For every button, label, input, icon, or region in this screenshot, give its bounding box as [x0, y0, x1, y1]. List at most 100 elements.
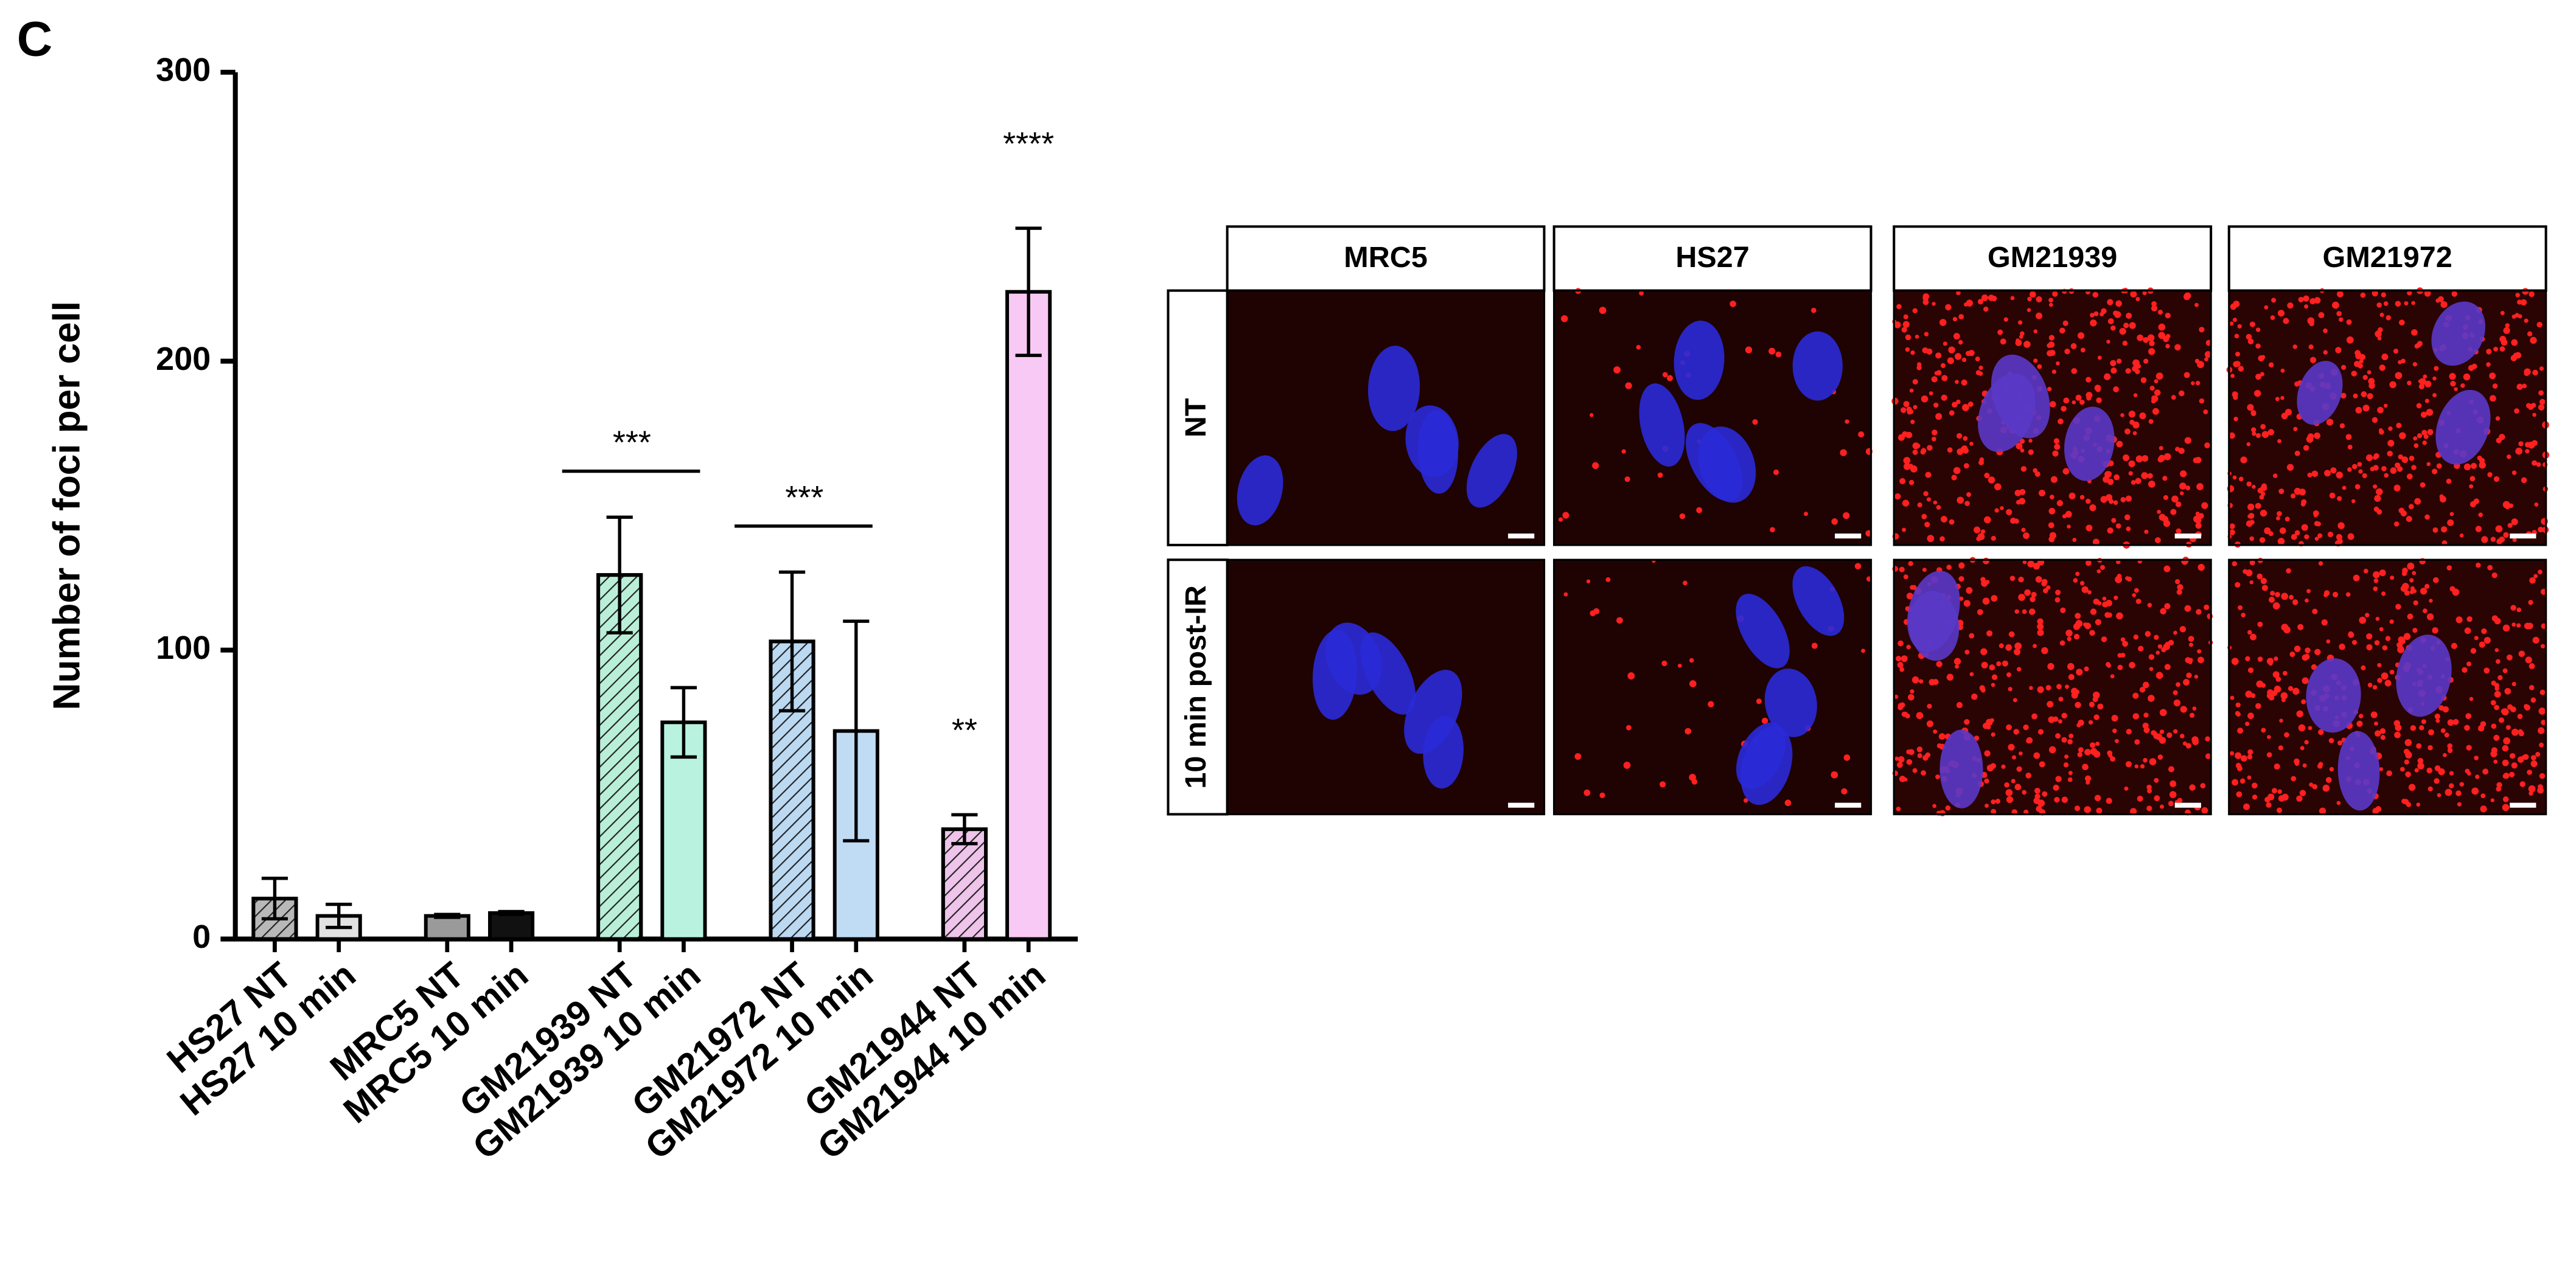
focus-dot	[2179, 626, 2187, 633]
focus-dot	[2070, 343, 2077, 349]
focus-dot	[1949, 519, 1955, 525]
focus-dot	[2106, 798, 2112, 804]
focus-dot	[2068, 733, 2074, 739]
focus-dot	[1899, 702, 1905, 708]
focus-dot	[2163, 495, 2169, 501]
focus-dot	[2445, 788, 2452, 796]
focus-dot	[2290, 493, 2296, 499]
micrograph	[1894, 290, 2211, 545]
focus-dot	[2416, 802, 2421, 807]
focus-dot	[2028, 449, 2034, 455]
focus-dot	[2516, 623, 2521, 628]
focus-dot	[2328, 738, 2334, 743]
focus-dot	[2096, 807, 2103, 814]
focus-dot	[2246, 442, 2251, 447]
focus-dot	[1752, 419, 1758, 425]
focus-dot	[2365, 613, 2370, 617]
row-header: NT	[1179, 398, 1212, 437]
focus-dot	[2404, 301, 2409, 306]
focus-dot	[1899, 667, 1905, 672]
focus-dot	[2384, 473, 2389, 478]
focus-dot	[2129, 662, 2135, 669]
focus-dot	[2335, 347, 2342, 353]
focus-dot	[1902, 527, 1907, 532]
focus-dot	[2313, 510, 2319, 516]
focus-dot	[1940, 363, 1946, 368]
focus-dot	[2522, 754, 2527, 760]
focus-dot	[1613, 366, 1621, 374]
focus-dot	[2120, 637, 2126, 642]
focus-dot	[2033, 752, 2040, 759]
focus-dot	[1624, 476, 1630, 482]
focus-dot	[2101, 636, 2107, 642]
focus-dot	[2339, 317, 2344, 322]
focus-dot	[2464, 627, 2471, 634]
focus-dot	[1997, 329, 2003, 335]
nucleus	[1639, 383, 1685, 467]
focus-dot	[2447, 719, 2454, 726]
focus-dot	[2326, 419, 2334, 426]
column-header: GM21972	[2323, 241, 2452, 274]
focus-dot	[1845, 419, 1849, 424]
focus-dot	[2158, 323, 2166, 331]
focus-dot	[2444, 732, 2449, 738]
focus-dot	[1599, 307, 1607, 315]
focus-dot	[2117, 358, 2122, 364]
focus-dot	[2452, 718, 2459, 725]
focus-dot	[2408, 504, 2414, 510]
nucleus	[1792, 566, 1845, 636]
focus-dot	[2131, 480, 2136, 485]
focus-dot	[2424, 398, 2429, 403]
focus-dot	[2494, 704, 2499, 711]
focus-dot	[2339, 423, 2345, 429]
focus-dot	[2502, 804, 2510, 812]
focus-dot	[1932, 302, 1936, 306]
focus-dot	[2484, 667, 2490, 674]
column-header-box	[2227, 225, 2547, 292]
focus-dot	[2525, 656, 2532, 664]
focus-dot	[2104, 373, 2111, 380]
focus-dot	[2503, 327, 2510, 335]
focus-dot	[2018, 594, 2025, 601]
focus-dot	[2249, 560, 2255, 566]
focus-dot	[2449, 373, 2456, 380]
focus-dot	[2178, 447, 2185, 454]
focus-dot	[2090, 313, 2095, 318]
focus-dot	[2383, 301, 2389, 306]
focus-dot	[2447, 743, 2453, 749]
bar-hatch	[941, 827, 988, 941]
focus-dot	[1784, 799, 1792, 807]
focus-dot	[1906, 406, 1912, 412]
focus-dot	[2229, 321, 2234, 326]
focus-dot	[2250, 411, 2257, 417]
focus-dot	[1922, 568, 1927, 572]
focus-dot	[2525, 449, 2530, 454]
focus-dot	[2200, 783, 2206, 788]
focus-dot	[2008, 687, 2012, 692]
focus-dot	[2075, 613, 2081, 619]
focus-dot	[2157, 754, 2163, 760]
focus-dot	[2249, 321, 2256, 327]
focus-dot	[2482, 768, 2489, 775]
focus-dot	[2532, 636, 2539, 644]
focus-dot	[2529, 291, 2535, 297]
focus-dot	[2027, 296, 2032, 302]
focus-dot	[2073, 578, 2078, 583]
nucleus	[1674, 321, 1725, 400]
focus-dot	[1980, 648, 1988, 655]
focus-dot	[2161, 647, 2166, 653]
focus-dot	[1975, 356, 1980, 361]
focus-dot	[2323, 328, 2328, 333]
focus-dot	[1903, 574, 1908, 580]
focus-dot	[2176, 589, 2182, 595]
focus-dot	[2192, 738, 2199, 745]
focus-dot	[2003, 317, 2009, 322]
focus-dot	[2029, 686, 2033, 690]
focus-dot	[1904, 462, 1911, 470]
focus-dot	[2249, 520, 2255, 525]
focus-dot	[2107, 318, 2114, 325]
focus-dot	[2029, 609, 2035, 614]
focus-dot	[2302, 763, 2307, 768]
focus-dot	[2540, 644, 2546, 648]
focus-dot	[1971, 694, 1978, 700]
